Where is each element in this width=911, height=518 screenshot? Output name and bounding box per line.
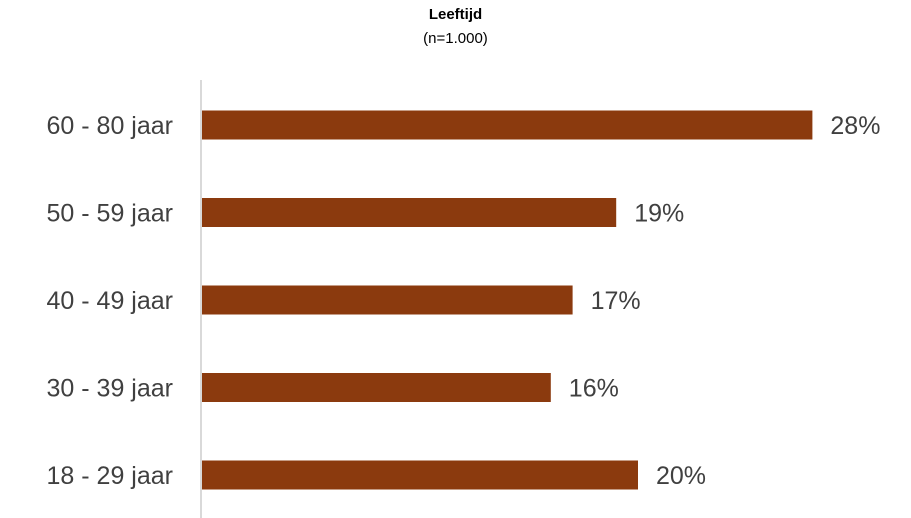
value-label: 19% (634, 200, 684, 228)
category-label: 30 - 39 jaar (47, 375, 173, 403)
value-label: 16% (569, 375, 619, 403)
value-label: 20% (656, 462, 706, 490)
category-label: 40 - 49 jaar (47, 287, 173, 315)
category-label: 60 - 80 jaar (47, 112, 173, 140)
bar-4 (202, 460, 638, 490)
chart-title: Leeftijd (428, 6, 483, 23)
bar-0 (202, 110, 813, 140)
value-label: 28% (830, 112, 880, 140)
value-label: 17% (591, 287, 641, 315)
category-label: 18 - 29 jaar (47, 462, 173, 490)
chart-subtitle: (n=1.000) (423, 30, 488, 47)
bar-1 (202, 198, 617, 227)
bar-2 (202, 285, 573, 315)
bar-3 (202, 373, 551, 402)
category-label: 50 - 59 jaar (47, 200, 173, 228)
